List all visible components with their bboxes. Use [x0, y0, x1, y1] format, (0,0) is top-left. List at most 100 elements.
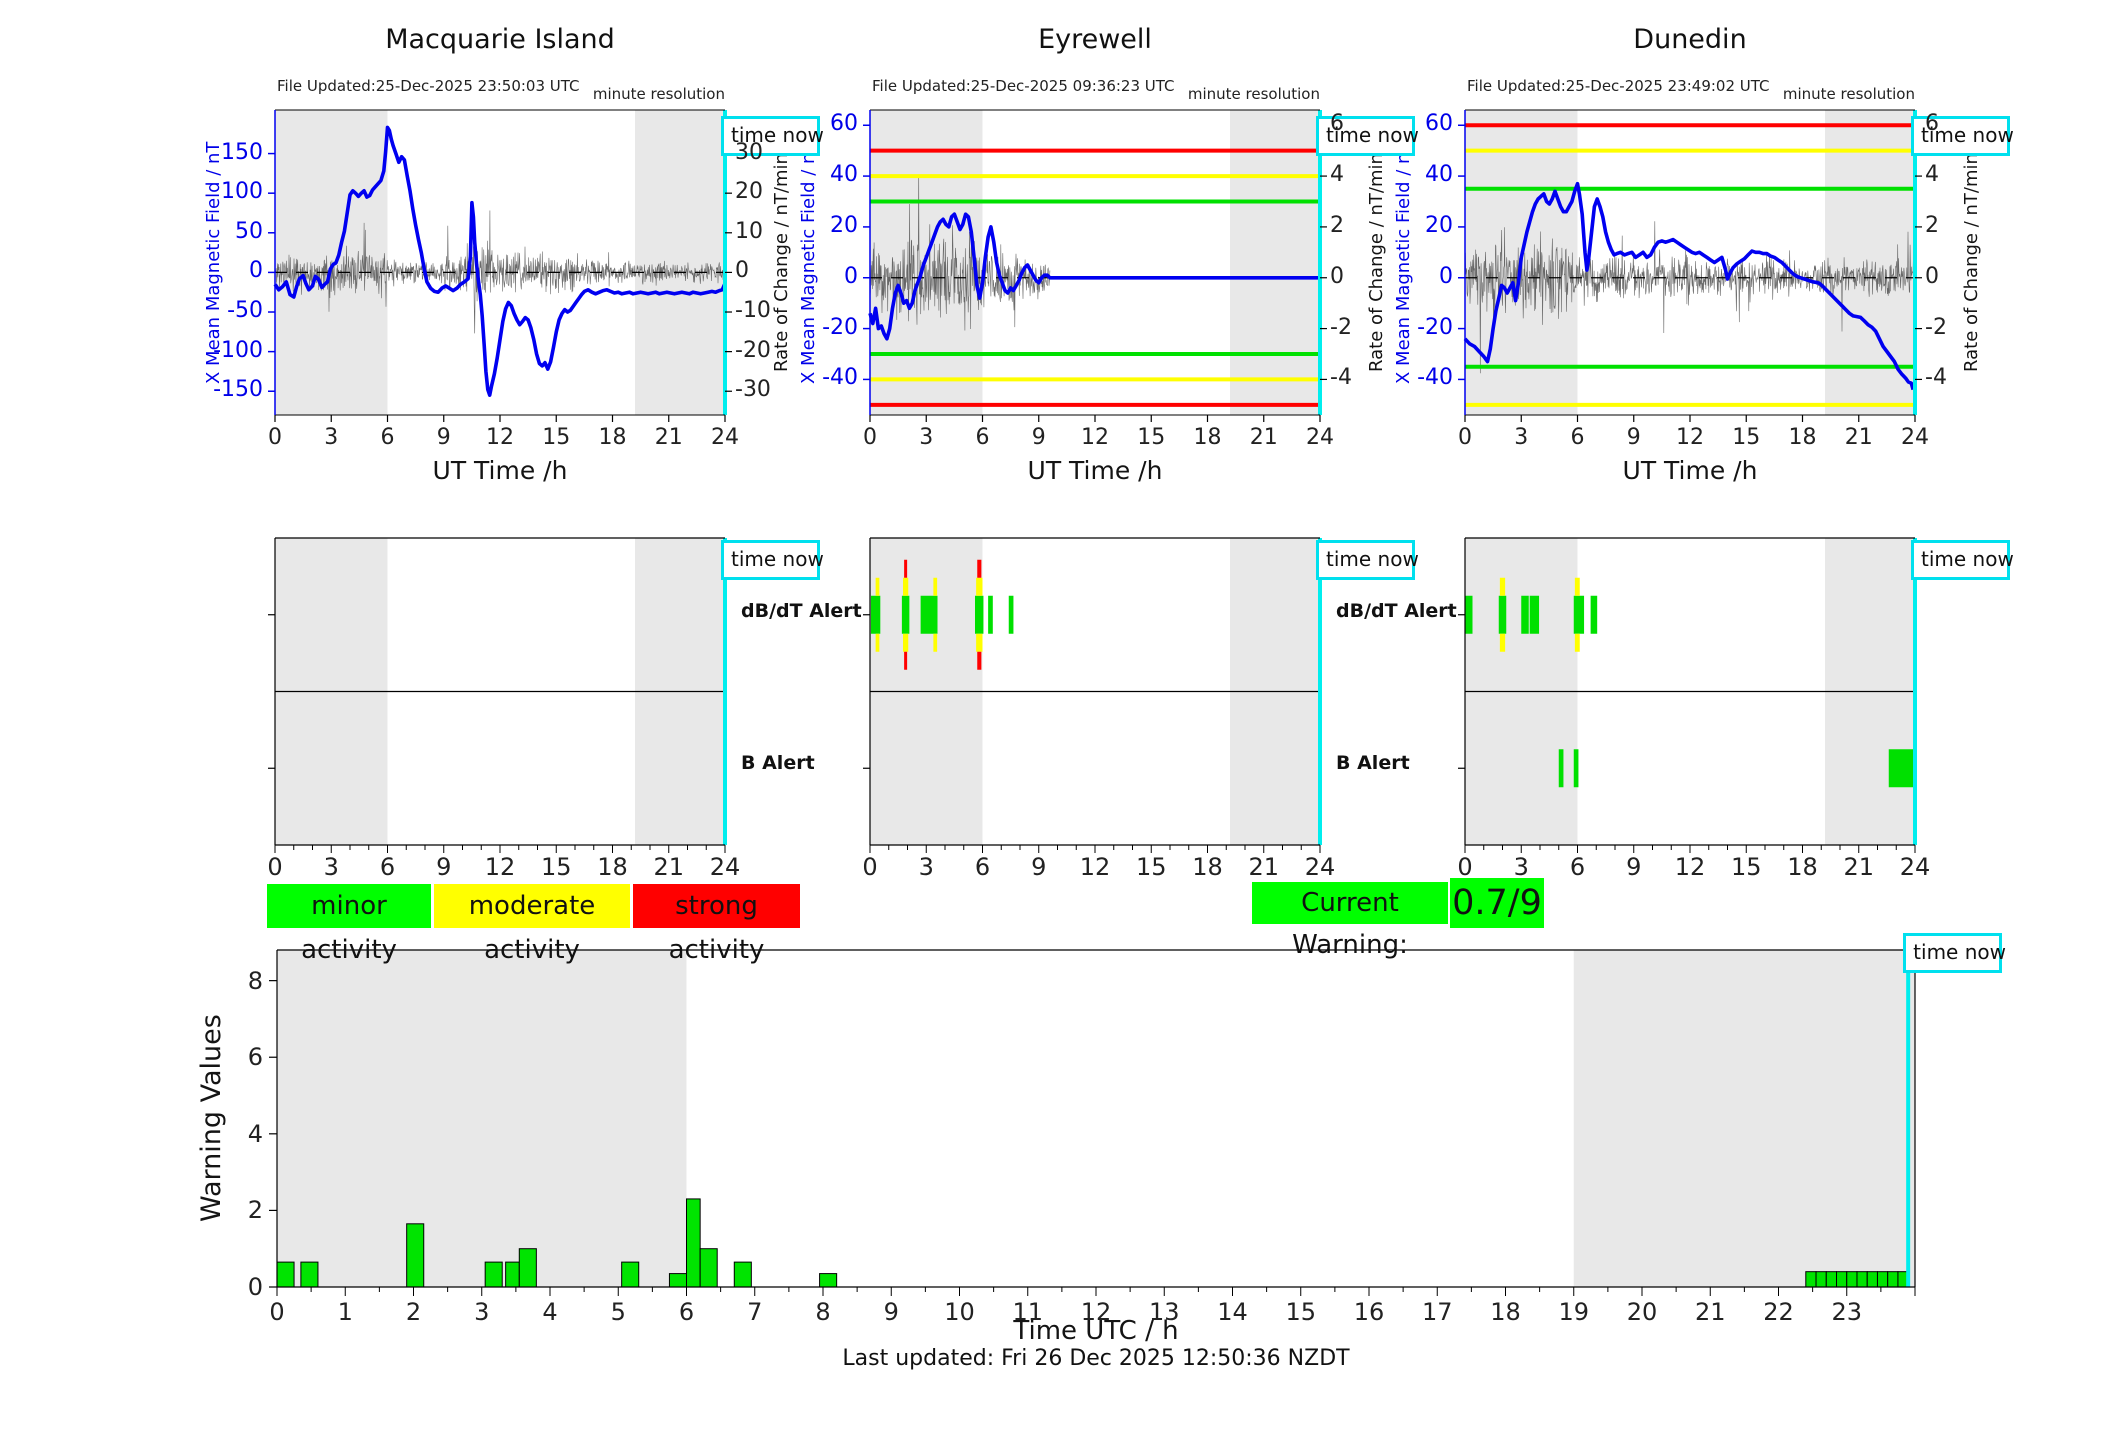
alert-bar [1574, 633, 1580, 652]
last-updated-text: Last updated: Fri 26 Dec 2025 12:50:36 N… [842, 1346, 1350, 1371]
x-tick-label: 13 [1148, 1298, 1180, 1326]
x-tick-label: 24 [1306, 425, 1334, 450]
x-tick-label: 4 [542, 1298, 558, 1326]
x-tick-label: 9 [1031, 853, 1047, 881]
y-right-tick-label: 0 [1330, 263, 1344, 289]
warning-value-bar [668, 1273, 687, 1288]
x-tick-label: 9 [883, 1298, 899, 1326]
y-left-tick-label: -50 [227, 298, 263, 323]
y-left-tick-label: 40 [1425, 162, 1453, 188]
x-tick-label: 10 [944, 1298, 975, 1326]
file-updated-macquarie: File Updated:25-Dec-2025 23:50:03 UTC [277, 77, 580, 95]
warning-value-bar [505, 1261, 520, 1288]
alert-bar [1465, 595, 1473, 634]
dbdt-alert-label: dB/dT Alert [1336, 600, 1457, 622]
alert-bar [875, 633, 880, 652]
x-tick-label: 18 [1788, 425, 1817, 450]
mean-field-curve [868, 212, 1320, 341]
x-tick-label: 16 [1353, 1298, 1385, 1326]
current-warning-label: Current Warning: [1252, 882, 1448, 960]
y-left-tick-label: 20 [1425, 212, 1453, 238]
x-tick-label: 2 [405, 1298, 422, 1326]
y-left-tick-label: 40 [830, 162, 858, 188]
warning-value-bar [621, 1261, 640, 1288]
x-tick-label: 0 [862, 853, 878, 881]
x-tick-label: 24 [709, 853, 741, 881]
alert-bar [1573, 595, 1585, 634]
y-right-tick-label: 10 [735, 218, 763, 244]
x-tick-label: 0 [267, 853, 283, 881]
x-tick-label: 3 [1513, 853, 1529, 881]
x-tick-label: 0 [1457, 853, 1473, 881]
x-tick-label: 9 [1626, 853, 1642, 881]
x-tick-label: 15 [1285, 1298, 1317, 1326]
x-tick-label: 21 [1694, 1298, 1726, 1326]
y-right-tick-label: 0 [1925, 263, 1939, 289]
alert-bar [901, 595, 910, 634]
x-axis-label: UT Time /h [1027, 456, 1163, 485]
x-tick-label: 11 [1012, 1298, 1044, 1326]
alert-bar [988, 595, 993, 634]
x-tick-label: 3 [324, 425, 339, 450]
alert-bar [933, 633, 938, 652]
y-left-tick-label: 150 [221, 139, 263, 165]
current-warning-value: 0.7/9 [1450, 878, 1544, 928]
x-tick-label: 6 [678, 1298, 695, 1326]
x-tick-label: 0 [269, 1298, 285, 1326]
y-left-tick-label: 50 [235, 218, 263, 244]
legend-minor-activity: minor activity [267, 884, 431, 965]
y-right-tick-label: -4 [1925, 365, 1947, 391]
x-tick-label: 3 [1514, 425, 1529, 450]
x-tick-label: 3 [474, 1298, 490, 1326]
x-tick-label: 5 [610, 1298, 626, 1326]
b-alert-label: B Alert [741, 752, 815, 774]
legend-moderate-activity: moderate activity [434, 884, 630, 965]
x-tick-label: 3 [918, 853, 934, 881]
alert-bar [1499, 577, 1506, 596]
x-tick-label: 9 [1626, 425, 1641, 450]
y-right-tick-label: -2 [1330, 314, 1352, 340]
minute-resolution-label: minute resolution [1782, 85, 1915, 103]
y-right-tick-label: 4 [1925, 162, 1939, 188]
x-tick-label: 15 [540, 853, 572, 881]
y-right-tick-label: -10 [735, 298, 771, 323]
night-shading [1230, 110, 1320, 415]
station-title-macquarie: Macquarie Island [385, 24, 615, 55]
x-tick-label: 14 [1217, 1298, 1248, 1326]
x-tick-label: 6 [1570, 425, 1585, 450]
x-tick-label: 18 [598, 425, 627, 450]
x-tick-label: 7 [747, 1298, 763, 1326]
x-tick-label: 21 [654, 425, 683, 450]
x-tick-label: 12 [1081, 425, 1109, 450]
y-right-tick-label: -4 [1330, 365, 1352, 391]
x-tick-label: 3 [323, 853, 339, 881]
warning-value-bar [1825, 1271, 1838, 1288]
x-tick-label: 15 [1732, 425, 1761, 450]
warning-value-bar [518, 1248, 537, 1288]
x-tick-label: 9 [436, 425, 451, 450]
x-tick-label: 18 [1193, 425, 1222, 450]
warning-value-bar [819, 1273, 838, 1288]
alert-bar [920, 595, 938, 634]
time-now-box: time now [1316, 116, 1419, 156]
warning-value-bar [733, 1261, 752, 1288]
y-left-tick-label: -40 [822, 365, 858, 391]
y-right-tick-label: 6 [1925, 111, 1939, 137]
alert-bar [904, 651, 908, 670]
warning-value-bar [1887, 1271, 1899, 1288]
y-left-tick-label: 0 [1439, 263, 1453, 289]
warning-value-bar [300, 1261, 319, 1288]
warning-value-bar [686, 1198, 701, 1288]
b-alert-label: B Alert [1336, 752, 1410, 774]
file-updated-eyrewell: File Updated:25-Dec-2025 09:36:23 UTC [872, 77, 1175, 95]
y-left-tick-label: -40 [1417, 365, 1453, 391]
alert-bar [1499, 633, 1506, 652]
x-axis-label: UT Time /h [432, 456, 568, 485]
x-tick-label: 18 [1192, 853, 1223, 881]
x-tick-label: 21 [1844, 425, 1873, 450]
time-now-box: time now [1316, 540, 1419, 580]
warning-value-bar [1805, 1271, 1817, 1288]
x-tick-label: 12 [1676, 425, 1704, 450]
x-tick-label: 9 [436, 853, 452, 881]
x-tick-label: 0 [863, 425, 877, 450]
